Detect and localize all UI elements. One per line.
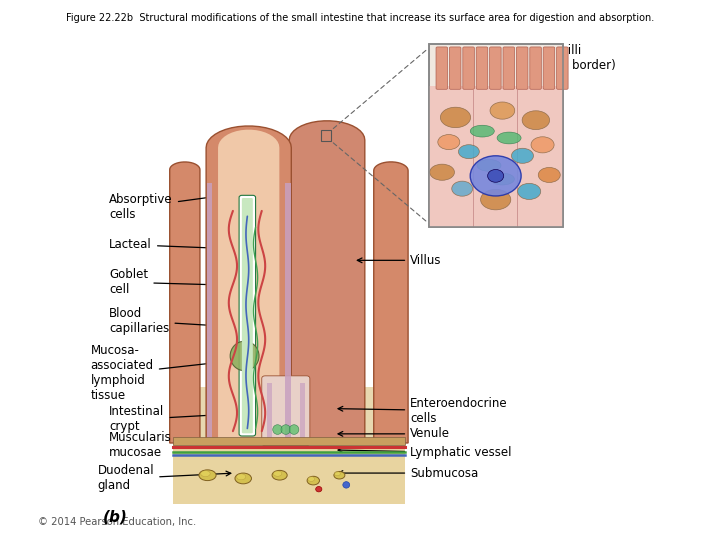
Text: Figure 22.22b  Structural modifications of the small intestine that increase its: Figure 22.22b Structural modifications o… <box>66 13 654 23</box>
Ellipse shape <box>334 471 345 479</box>
Ellipse shape <box>487 170 504 183</box>
Ellipse shape <box>451 181 472 196</box>
Ellipse shape <box>199 470 216 481</box>
Bar <box>321 130 331 141</box>
Ellipse shape <box>237 474 246 480</box>
Ellipse shape <box>522 111 549 130</box>
FancyBboxPatch shape <box>239 195 256 436</box>
Ellipse shape <box>497 132 521 144</box>
Ellipse shape <box>539 167 560 183</box>
Ellipse shape <box>273 425 282 434</box>
Ellipse shape <box>201 471 210 477</box>
Text: Enteroendocrine
cells: Enteroendocrine cells <box>338 397 508 425</box>
Ellipse shape <box>470 125 495 137</box>
FancyBboxPatch shape <box>490 47 501 89</box>
FancyBboxPatch shape <box>463 47 474 89</box>
Text: Mucosa-
associated
lymphoid
tissue: Mucosa- associated lymphoid tissue <box>91 344 224 402</box>
Ellipse shape <box>272 470 287 480</box>
FancyBboxPatch shape <box>436 47 448 89</box>
Ellipse shape <box>307 476 320 485</box>
Text: Microvilli
(brush border): Microvilli (brush border) <box>497 44 616 72</box>
Text: Absorptive
cells: Absorptive cells <box>109 193 224 221</box>
Ellipse shape <box>430 164 454 180</box>
Text: Venule: Venule <box>338 427 450 440</box>
Text: Intestinal
crypt: Intestinal crypt <box>109 406 229 433</box>
Ellipse shape <box>343 482 350 488</box>
FancyBboxPatch shape <box>476 47 487 89</box>
Ellipse shape <box>334 471 341 476</box>
Ellipse shape <box>315 487 322 492</box>
Ellipse shape <box>490 173 514 185</box>
Bar <box>173 437 405 444</box>
Ellipse shape <box>438 134 460 150</box>
Bar <box>285 183 291 441</box>
Ellipse shape <box>459 145 480 159</box>
Text: Blood
capillaries: Blood capillaries <box>109 307 224 335</box>
Polygon shape <box>206 126 292 443</box>
Text: Villus: Villus <box>357 254 441 267</box>
Text: Goblet
cell: Goblet cell <box>109 268 220 296</box>
Bar <box>428 44 562 227</box>
Bar <box>173 443 405 504</box>
Polygon shape <box>218 130 279 440</box>
Bar <box>266 383 272 441</box>
Ellipse shape <box>235 473 251 484</box>
Ellipse shape <box>230 341 259 371</box>
Ellipse shape <box>289 425 299 434</box>
FancyBboxPatch shape <box>449 47 461 89</box>
Text: Muscularis
mucosae: Muscularis mucosae <box>109 430 243 458</box>
FancyBboxPatch shape <box>543 47 554 89</box>
FancyBboxPatch shape <box>557 47 568 89</box>
Bar <box>300 383 305 441</box>
Ellipse shape <box>511 148 534 163</box>
Polygon shape <box>374 162 408 443</box>
FancyBboxPatch shape <box>503 47 515 89</box>
Ellipse shape <box>470 156 521 196</box>
Ellipse shape <box>531 137 554 153</box>
Text: Lymphatic vessel: Lymphatic vessel <box>338 446 512 459</box>
Text: © 2014 Pearson Education, Inc.: © 2014 Pearson Education, Inc. <box>38 517 197 528</box>
Text: Duodenal
gland: Duodenal gland <box>98 464 231 492</box>
Text: (b): (b) <box>102 510 127 525</box>
Bar <box>207 183 212 441</box>
Ellipse shape <box>281 425 291 434</box>
Bar <box>428 86 562 227</box>
Ellipse shape <box>441 107 471 127</box>
Text: Lacteal: Lacteal <box>109 238 222 251</box>
FancyBboxPatch shape <box>242 198 253 433</box>
Ellipse shape <box>308 477 315 481</box>
Ellipse shape <box>490 102 515 119</box>
Ellipse shape <box>274 471 282 476</box>
Polygon shape <box>289 121 365 443</box>
Ellipse shape <box>477 159 501 171</box>
FancyBboxPatch shape <box>516 47 528 89</box>
Text: Submucosa: Submucosa <box>338 467 478 480</box>
Ellipse shape <box>480 190 510 210</box>
Bar <box>428 44 562 227</box>
Polygon shape <box>170 162 200 443</box>
FancyBboxPatch shape <box>530 47 541 89</box>
Ellipse shape <box>518 184 541 199</box>
FancyBboxPatch shape <box>262 376 310 446</box>
Bar <box>173 387 405 443</box>
